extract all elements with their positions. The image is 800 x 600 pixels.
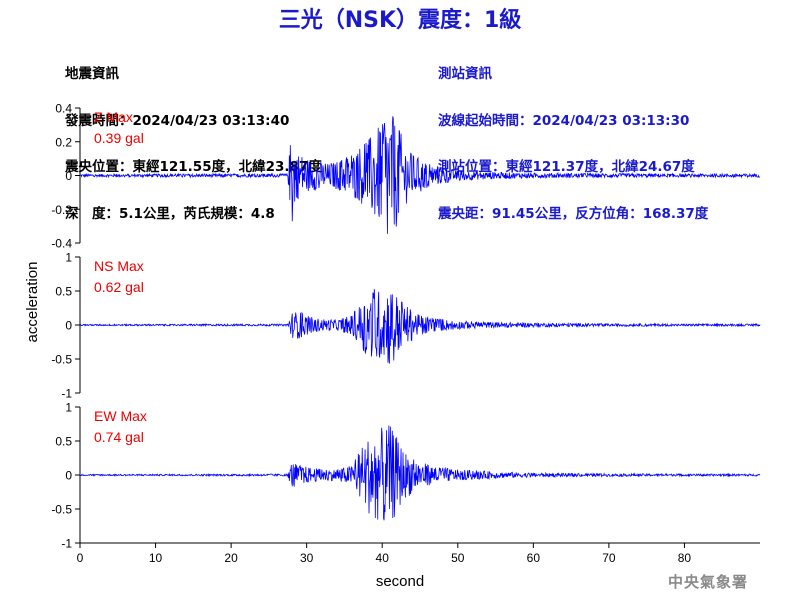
waveform-z	[79, 116, 761, 234]
station-info-heading: 測站資訊	[438, 66, 492, 82]
waveform-ns	[79, 289, 761, 364]
max-value-z: 0.39 gal	[94, 130, 144, 146]
x-axis-label: second	[376, 573, 424, 590]
max-label-ns: NS Max	[94, 258, 144, 274]
y-tick-label: 1	[65, 401, 72, 415]
panel-ns: -1 -0.5 0 0.5 1 NS Max 0.62 gal	[51, 251, 761, 401]
x-tick-label: 80	[678, 551, 692, 565]
y-axis-label: acceleration	[24, 262, 41, 343]
x-tick-label: 70	[602, 551, 616, 565]
y-tick-label: -0.5	[51, 503, 72, 517]
y-tick-label: -1	[61, 537, 72, 551]
x-tick-label: 0	[77, 551, 84, 565]
y-tick-label: 1	[65, 251, 72, 265]
max-value-ew: 0.74 gal	[94, 429, 144, 445]
max-label-ew: EW Max	[94, 408, 147, 424]
y-tick-label: 0.2	[55, 135, 72, 149]
max-label-z: Z Max	[94, 109, 133, 125]
earthquake-info: 地震資訊 發震時間：2024/04/23 03:13:40 震央位置：東經121…	[65, 36, 322, 238]
x-tick-label: 50	[451, 551, 465, 565]
y-tick-label: 0.5	[55, 435, 72, 449]
y-tick-label: 0.5	[55, 285, 72, 299]
y-tick-label: 0.4	[55, 102, 72, 116]
x-tick-label: 30	[300, 551, 314, 565]
y-tick-label: 0	[65, 469, 72, 483]
y-tick-label: -0.4	[51, 237, 72, 251]
x-tick-label: 60	[527, 551, 541, 565]
depth-magnitude: 深 度：5.1公里，芮氏規模：4.8	[65, 205, 275, 222]
station-location: 測站位置：東經121.37度，北緯24.67度	[438, 159, 695, 175]
x-tick-label: 20	[224, 551, 238, 565]
epicenter-location: 震央位置：東經121.55度，北緯23.87度	[65, 159, 322, 175]
y-tick-label: -1	[61, 387, 72, 401]
waveform-ew	[79, 425, 761, 521]
max-value-ns: 0.62 gal	[94, 279, 144, 295]
x-tick-label: 10	[149, 551, 163, 565]
origin-time: 發震時間：2024/04/23 03:13:40	[65, 112, 290, 129]
waveform-start-time: 波線起始時間：2024/04/23 03:13:30	[438, 112, 690, 129]
epicentral-distance: 震央距：91.45公里，反方位角：168.37度	[438, 205, 709, 222]
station-info: 測站資訊 波線起始時間：2024/04/23 03:13:30 測站位置：東經1…	[438, 36, 708, 238]
earthquake-info-heading: 地震資訊	[65, 66, 119, 82]
panel-ew: -1 -0.5 0 0.5 1 EW Max 0.74 gal	[51, 401, 761, 551]
x-tick-label: 40	[376, 551, 390, 565]
y-tick-label: -0.2	[51, 203, 72, 217]
agency-watermark: 中央氣象署	[667, 573, 748, 591]
y-tick-label: -0.5	[51, 353, 72, 367]
y-tick-label: 0	[65, 169, 72, 183]
y-tick-label: 0	[65, 319, 72, 333]
page-title: 三光（NSK）震度：1級	[278, 8, 522, 33]
panel-z: -0.4 -0.2 0 0.2 0.4 Z Max 0.39 gal	[51, 102, 761, 251]
